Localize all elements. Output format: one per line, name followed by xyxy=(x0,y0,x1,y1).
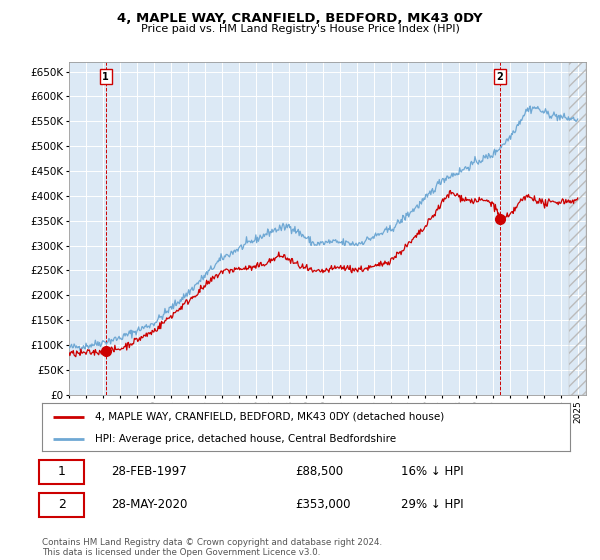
FancyBboxPatch shape xyxy=(40,460,84,484)
Text: Price paid vs. HM Land Registry's House Price Index (HPI): Price paid vs. HM Land Registry's House … xyxy=(140,24,460,34)
FancyBboxPatch shape xyxy=(40,493,84,517)
Text: 28-FEB-1997: 28-FEB-1997 xyxy=(110,465,187,478)
Text: 29% ↓ HPI: 29% ↓ HPI xyxy=(401,498,464,511)
Text: HPI: Average price, detached house, Central Bedfordshire: HPI: Average price, detached house, Cent… xyxy=(95,434,396,444)
Text: 28-MAY-2020: 28-MAY-2020 xyxy=(110,498,187,511)
Text: 2: 2 xyxy=(497,72,503,82)
Text: 4, MAPLE WAY, CRANFIELD, BEDFORD, MK43 0DY: 4, MAPLE WAY, CRANFIELD, BEDFORD, MK43 0… xyxy=(117,12,483,25)
Text: £88,500: £88,500 xyxy=(295,465,344,478)
Text: 2: 2 xyxy=(58,498,66,511)
Text: Contains HM Land Registry data © Crown copyright and database right 2024.
This d: Contains HM Land Registry data © Crown c… xyxy=(42,538,382,557)
Text: 4, MAPLE WAY, CRANFIELD, BEDFORD, MK43 0DY (detached house): 4, MAPLE WAY, CRANFIELD, BEDFORD, MK43 0… xyxy=(95,412,444,422)
Text: £353,000: £353,000 xyxy=(295,498,351,511)
Text: 1: 1 xyxy=(58,465,66,478)
Text: 16% ↓ HPI: 16% ↓ HPI xyxy=(401,465,464,478)
Text: 1: 1 xyxy=(102,72,109,82)
